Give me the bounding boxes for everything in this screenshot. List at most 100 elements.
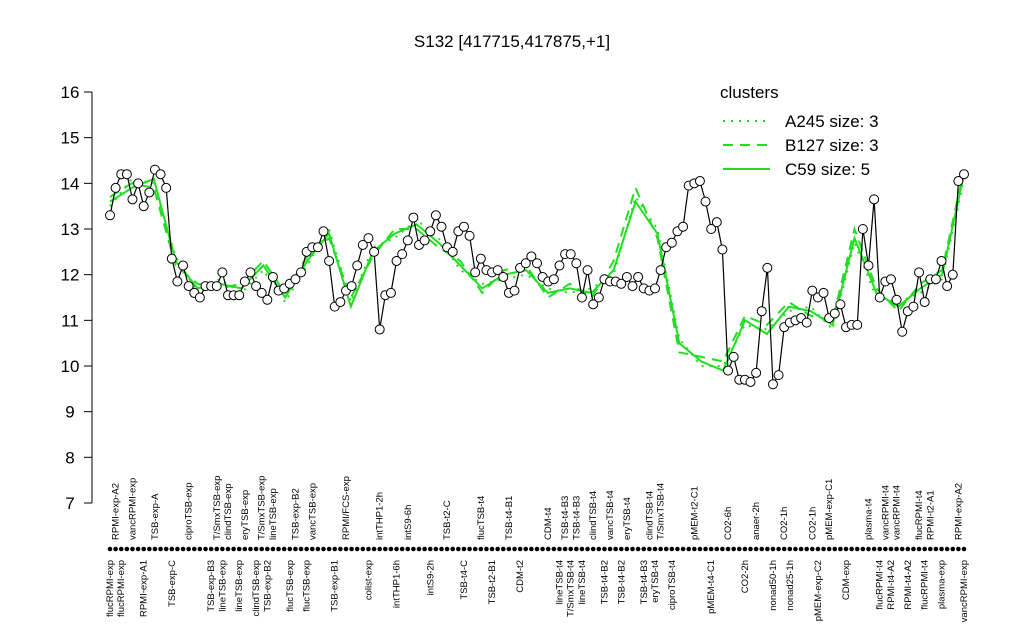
x-tick-label: vancRPMI-exp <box>127 478 138 540</box>
x-tick-label: nonad50-1h <box>768 560 779 611</box>
x-tick-label: TSB-exp-B2 <box>262 560 273 612</box>
data-point <box>121 169 132 180</box>
data-point <box>110 182 121 193</box>
data-point <box>914 267 925 278</box>
sample-dot <box>281 546 287 552</box>
sample-dot <box>720 546 725 552</box>
sample-dot <box>916 546 922 552</box>
data-point <box>835 299 846 310</box>
data-point <box>627 281 638 292</box>
x-tick-label: TSB-exp-B3 <box>206 560 217 612</box>
sample-dot <box>394 546 399 552</box>
sample-dot <box>220 546 225 552</box>
x-tick-label: flucRPMI-t4 <box>920 560 931 610</box>
x-tick-label: pMEM-t2-C1 <box>689 486 700 540</box>
y-tick-label: 11 <box>61 311 79 330</box>
x-tick-label: TSB-t4-B2 <box>616 560 627 604</box>
sample-dot <box>731 546 736 552</box>
x-tick-label: intTHP1-6h <box>392 560 403 608</box>
sample-dot <box>332 546 338 552</box>
x-tick-label: eryTSB-t4 <box>622 497 633 540</box>
sample-dot <box>877 546 883 552</box>
data-point <box>801 317 812 328</box>
data-point <box>947 269 958 280</box>
sample-dot <box>242 546 248 552</box>
sample-dot <box>607 546 613 552</box>
x-tick-label: intS9-2h <box>425 560 436 595</box>
sample-dot <box>821 546 826 552</box>
data-point <box>475 253 486 264</box>
x-tick-label: plasma-exp <box>937 560 948 609</box>
y-tick-label: 15 <box>61 129 80 148</box>
x-tick-label: TSB-exp-C <box>167 560 178 607</box>
sample-dot <box>871 546 877 552</box>
data-point <box>649 283 660 294</box>
sample-dot <box>854 546 860 552</box>
data-point <box>666 237 677 248</box>
x-tick-label: ciproTSB-t4 <box>667 560 678 610</box>
sample-dot <box>360 546 366 552</box>
data-point <box>127 194 138 205</box>
data-point <box>436 221 447 232</box>
x-tick-label: TSB-t2-B1 <box>487 560 498 604</box>
data-point <box>852 319 863 330</box>
sample-dot <box>585 546 590 552</box>
data-point <box>548 274 559 285</box>
legend-title: clusters <box>720 83 779 102</box>
sample-dot <box>152 546 158 552</box>
data-point <box>582 265 593 276</box>
data-point <box>312 242 323 253</box>
sample-dot <box>517 546 523 552</box>
sample-dot <box>287 546 293 552</box>
data-point <box>402 235 413 246</box>
sample-dot <box>534 546 540 552</box>
sample-dot <box>647 546 652 552</box>
sample-dot <box>883 546 888 552</box>
sample-dot <box>107 546 113 552</box>
x-tick-label: vancTSB-t4 <box>605 490 616 540</box>
data-point <box>267 271 278 282</box>
data-point <box>194 292 205 303</box>
data-point <box>863 260 874 271</box>
sample-dot <box>512 546 517 552</box>
x-tick-label: flucRPMI-t4 <box>914 490 925 540</box>
data-point <box>217 267 228 278</box>
sample-dot <box>141 546 147 552</box>
sample-dot <box>663 546 669 552</box>
sample-dot <box>259 546 264 552</box>
x-tick-label: T/SmxTSB-t4 <box>656 483 667 540</box>
sample-dot <box>231 546 236 552</box>
sample-dot <box>495 546 500 552</box>
sample-dot <box>894 546 899 552</box>
x-tick-label: clindTSB-exp <box>223 484 234 541</box>
x-tick-label: vancRPMI-exp <box>959 560 970 622</box>
data-point <box>447 246 458 257</box>
data-point <box>369 246 380 257</box>
sample-dot <box>175 546 180 552</box>
chart-title: S132 [417715,417875,+1] <box>414 32 610 51</box>
x-tick-label: TSB-t2-C <box>442 500 453 540</box>
sample-dot <box>776 546 781 552</box>
x-tick-label: T/SmxTSB-exp <box>257 476 268 540</box>
x-tick-label: TSB-t4-B2 <box>599 560 610 604</box>
data-point <box>728 351 739 362</box>
data-point <box>458 221 469 232</box>
x-tick-label: CO2-1h <box>779 507 790 540</box>
x-tick-label: RPMI-exp-A2 <box>111 483 122 540</box>
data-point <box>621 271 632 282</box>
sample-dot <box>461 546 467 552</box>
sample-dot <box>343 546 349 552</box>
data-point <box>897 326 908 337</box>
data-point <box>290 274 301 285</box>
sample-dot <box>939 546 944 552</box>
data-point <box>408 212 419 223</box>
sample-dot <box>456 546 461 552</box>
sample-dot <box>826 546 832 552</box>
data-point <box>526 251 537 262</box>
sample-dot <box>753 546 759 552</box>
data-point <box>891 294 902 305</box>
sample-dot <box>276 546 281 552</box>
sample-dot <box>478 546 484 552</box>
data-point <box>588 299 599 310</box>
x-tick-label: T/SmxTSB-t4 <box>566 560 577 617</box>
